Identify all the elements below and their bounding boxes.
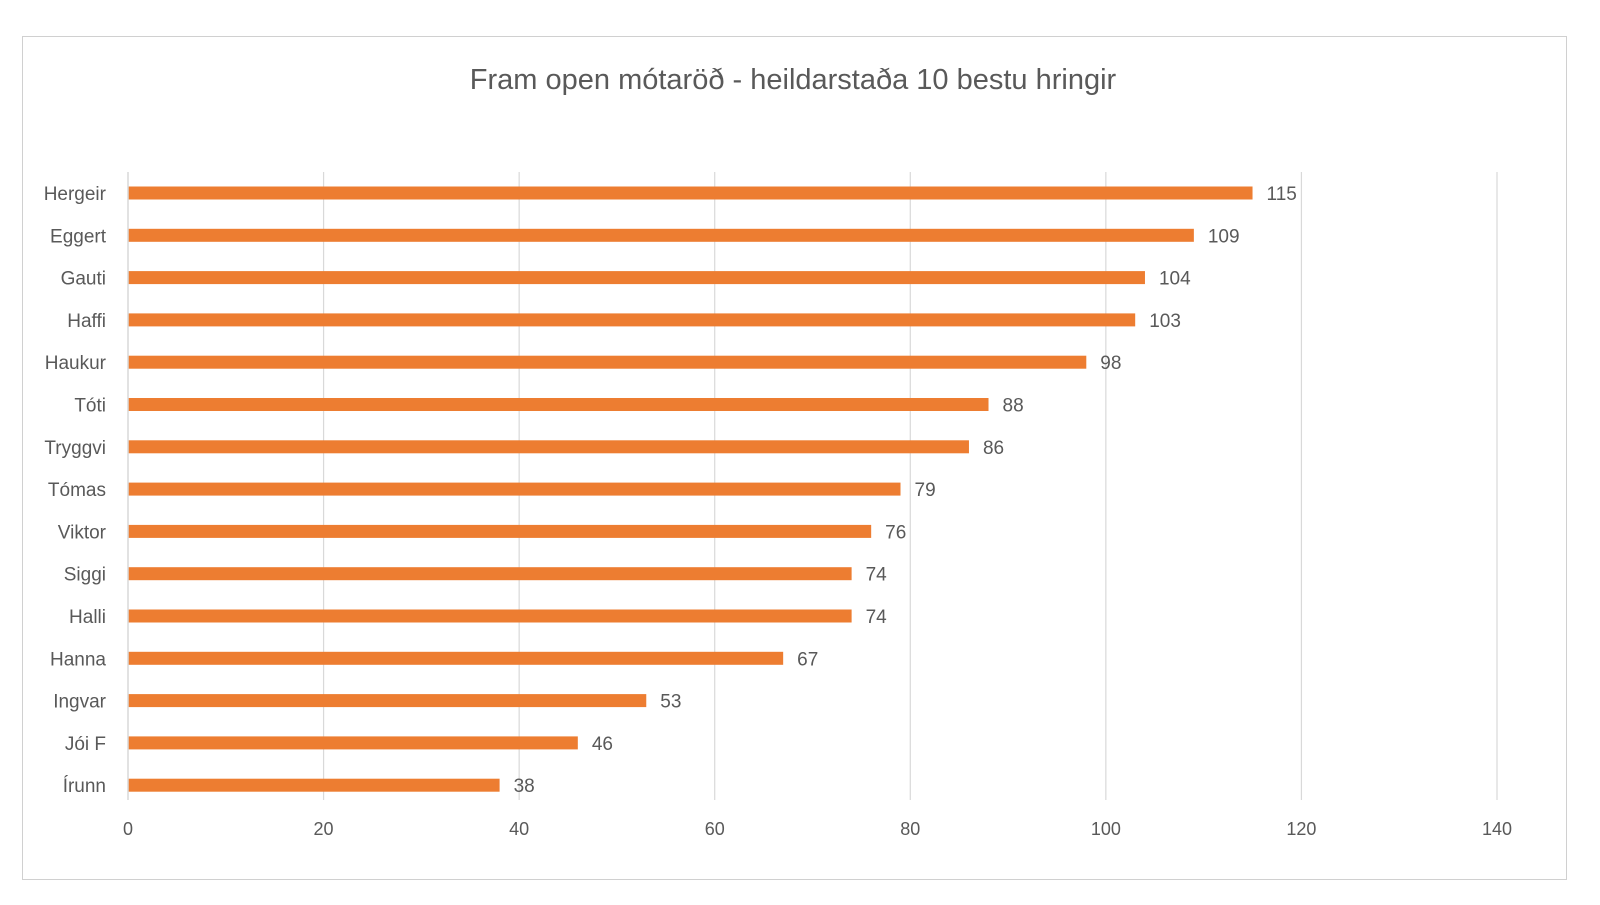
data-label: 53: [660, 692, 681, 713]
bar: [128, 778, 500, 792]
data-label: 98: [1100, 353, 1121, 374]
data-labels: 115 109 104 103 98 88 86 79 76 74 74 67 53 46 38: [514, 184, 1297, 797]
category-label: Haukur: [45, 353, 107, 374]
bar: [128, 736, 578, 750]
x-tick-label: 100: [1091, 819, 1121, 839]
x-tick-label: 40: [509, 819, 529, 839]
category-label: Tómas: [48, 480, 106, 501]
category-label: Írunn: [63, 776, 106, 797]
data-label: 79: [915, 480, 936, 501]
data-label: 76: [885, 522, 906, 543]
category-label: Siggi: [64, 565, 106, 586]
category-label: Gauti: [61, 269, 106, 290]
data-label: 104: [1159, 269, 1191, 290]
category-label: Haffi: [67, 311, 106, 332]
data-label: 67: [797, 649, 818, 670]
data-label: 103: [1149, 311, 1181, 332]
data-label: 109: [1208, 226, 1240, 247]
category-label: Hergeir: [44, 184, 107, 205]
category-label: Tryggvi: [44, 438, 106, 459]
data-label: 88: [1003, 396, 1024, 417]
x-tick-label: 80: [900, 819, 920, 839]
bar: [128, 524, 872, 538]
x-tick-label: 20: [314, 819, 334, 839]
bar: [128, 567, 852, 581]
chart-title: Fram open mótaröð - heildarstaða 10 best…: [470, 64, 1117, 96]
bar: [128, 694, 647, 708]
data-label: 115: [1267, 184, 1297, 205]
x-tick-label: 140: [1482, 819, 1512, 839]
category-label: Hanna: [50, 649, 106, 670]
x-tick-label: 60: [705, 819, 725, 839]
bar: [128, 271, 1145, 285]
bar: [128, 398, 989, 411]
bar: [128, 186, 1253, 200]
category-labels: Hergeir Eggert Gauti Haffi Haukur Tóti Tryggvi…: [44, 184, 107, 797]
category-label: Ingvar: [53, 692, 106, 713]
data-label: 86: [983, 438, 1004, 459]
bars: [128, 186, 1253, 792]
bar: [128, 651, 784, 665]
bar: [128, 228, 1194, 242]
data-label: 46: [592, 734, 613, 755]
bar: [128, 313, 1136, 327]
data-label: 38: [514, 776, 535, 797]
category-label: Jói F: [65, 734, 106, 755]
x-tick-label: 0: [123, 819, 133, 839]
data-label: 74: [866, 607, 888, 628]
bar: [128, 440, 969, 454]
x-tick-label: 120: [1286, 819, 1316, 839]
data-label: 74: [866, 565, 888, 586]
bar: [128, 482, 901, 496]
category-label: Tóti: [74, 396, 106, 417]
category-label: Eggert: [50, 226, 107, 247]
x-axis-ticks: 0 20 40 60 80 100 120 140: [123, 819, 1512, 839]
category-label: Viktor: [58, 522, 107, 543]
bar: [128, 355, 1087, 369]
category-label: Halli: [69, 607, 106, 628]
bar: [128, 609, 852, 623]
